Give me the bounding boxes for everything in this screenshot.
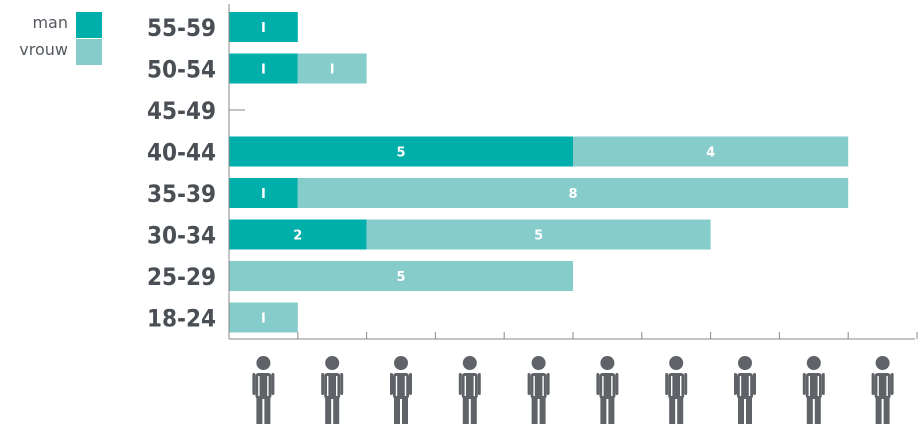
person-icon: [596, 356, 619, 424]
legend-label-vrouw: vrouw: [19, 40, 68, 59]
person-icon: [252, 356, 275, 424]
x-axis-person-icons: [252, 356, 894, 424]
person-icon: [321, 356, 344, 424]
bar-vrouw: [297, 178, 849, 208]
person-icon: [665, 356, 688, 424]
person-icon: [802, 356, 825, 424]
legend-label-man: man: [32, 13, 68, 32]
bar-vrouw: [366, 219, 711, 250]
category-label: 30-34: [147, 222, 216, 250]
bar-man: [229, 12, 298, 42]
category-label: 50-54: [147, 56, 216, 84]
bar-value-label: 5: [396, 146, 405, 161]
bar-vrouw: [229, 302, 298, 333]
bar-value-label: I: [261, 187, 266, 202]
bar-value-label: I: [261, 312, 266, 327]
legend-swatch-vrouw: [76, 39, 102, 65]
bar-vrouw: [573, 136, 849, 167]
category-label: 40-44: [147, 139, 216, 167]
person-icon: [527, 356, 550, 424]
bar-value-label: I: [261, 63, 266, 78]
person-icon: [458, 356, 481, 424]
bar-value-label: 4: [706, 146, 715, 161]
bar-value-label: 5: [534, 229, 543, 244]
bar-man: [229, 178, 298, 208]
legend-swatch-man: [76, 12, 102, 38]
category-label: 45-49: [147, 97, 216, 125]
bar-vrouw: [229, 261, 573, 291]
bar-value-label: 8: [568, 187, 577, 202]
category-label: 35-39: [147, 180, 216, 208]
legend: man vrouw: [19, 12, 102, 65]
category-labels: 55-59 50-54 45-49 40-44 35-39 30-34 25-29 18-24: [147, 14, 216, 333]
x-axis: [228, 4, 918, 340]
category-label: 25-29: [147, 263, 216, 291]
category-label: 55-59: [147, 14, 216, 42]
person-icon: [390, 356, 412, 424]
bar-value-label: I: [330, 63, 335, 78]
bars: I I I 5 4 I 8 2 5 5 I: [229, 12, 849, 333]
bar-vrouw: [297, 53, 367, 84]
bar-man: [229, 219, 367, 250]
bar-man: [229, 136, 573, 167]
person-icon: [871, 356, 894, 424]
bar-man: [229, 53, 298, 84]
person-icon: [734, 356, 756, 424]
bar-value-label: 5: [396, 270, 405, 285]
bar-value-label: I: [261, 21, 266, 36]
bar-value-label: 2: [293, 229, 302, 244]
category-label: 18-24: [147, 305, 216, 333]
